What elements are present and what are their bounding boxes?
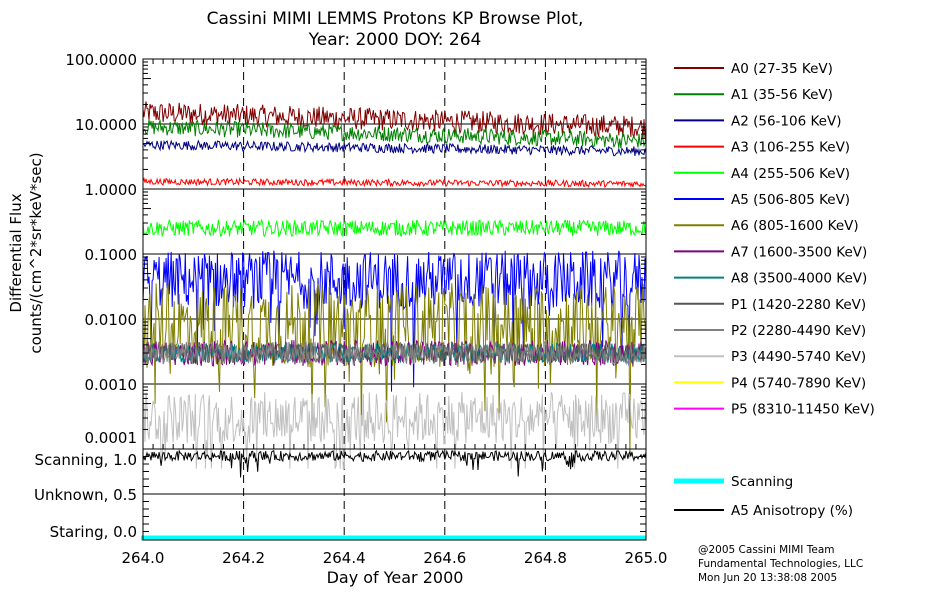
legend-label: P4 (5740-7890 KeV) <box>731 375 866 391</box>
legend-label: P1 (1420-2280 KeV) <box>731 297 866 313</box>
legend-label: A6 (805-1600 KeV) <box>731 218 859 234</box>
x-tick-label: 264.2 <box>222 549 265 567</box>
x-tick-label: 264.6 <box>423 549 466 567</box>
footer-company: Fundamental Technologies, LLC <box>698 558 863 570</box>
x-tick-label: 264.4 <box>323 549 366 567</box>
footer-copyright: @2005 Cassini MIMI Team <box>698 544 835 556</box>
legend-label: A2 (56-106 KeV) <box>731 113 841 129</box>
series-line-p2 <box>142 340 647 366</box>
y-tick-label: 1.0000 <box>85 181 138 199</box>
series-line-anisotropy <box>142 449 647 478</box>
y-tick-label: 100.0000 <box>65 51 137 69</box>
x-tick-label: 264.8 <box>524 549 567 567</box>
y-tick-label: 0.0001 <box>85 429 138 447</box>
y-axis-label-units: counts/(cm^2*sr*keV*sec) <box>27 152 45 353</box>
legend-label: Scanning <box>731 474 793 490</box>
legend-label: A5 (506-805 KeV) <box>731 192 850 208</box>
lower-y-tick-label: Staring, 0.0 <box>50 523 137 541</box>
series-line-a4 <box>142 218 647 238</box>
legend-label: A7 (1600-3500 KeV) <box>731 244 867 260</box>
lower-y-tick-label: Scanning, 1.0 <box>34 451 137 469</box>
series-line-p3 <box>142 391 647 470</box>
chart-subtitle: Year: 2000 DOY: 264 <box>308 30 482 50</box>
series-line-a1 <box>142 119 647 149</box>
series-line-a2 <box>142 139 647 157</box>
footer-timestamp: Mon Jun 20 13:38:08 2005 <box>698 572 837 584</box>
x-tick-label: 265.0 <box>625 549 668 567</box>
y-tick-label: 0.1000 <box>85 246 138 264</box>
legend-label: A1 (35-56 KeV) <box>731 87 833 103</box>
series-line-a6 <box>142 283 647 458</box>
series-line-a3 <box>142 176 647 189</box>
y-axis-label: Differential Flux <box>7 193 25 312</box>
x-axis-label: Day of Year 2000 <box>327 568 464 587</box>
y-tick-label: 0.0010 <box>85 376 138 394</box>
legend-label: A3 (106-255 KeV) <box>731 140 850 156</box>
series-line-a5 <box>142 250 647 392</box>
series-line-a0 <box>142 101 647 139</box>
legend-label: P5 (8310-11450 KeV) <box>731 402 875 418</box>
legend-label: P2 (2280-4490 KeV) <box>731 323 866 339</box>
x-tick-label: 264.0 <box>122 549 165 567</box>
legend-label: P3 (4490-5740 KeV) <box>731 349 866 365</box>
legend-label: A4 (255-506 KeV) <box>731 166 850 182</box>
y-tick-label: 0.0100 <box>85 311 138 329</box>
y-tick-label: 10.0000 <box>75 116 137 134</box>
legend-label: A0 (27-35 KeV) <box>731 61 833 77</box>
legend-label: A8 (3500-4000 KeV) <box>731 271 867 287</box>
series-line-a7 <box>142 339 647 367</box>
chart-title: Cassini MIMI LEMMS Protons KP Browse Plo… <box>207 9 584 29</box>
legend-label: A5 Anisotropy (%) <box>731 503 853 519</box>
lower-y-tick-label: Unknown, 0.5 <box>34 486 137 504</box>
